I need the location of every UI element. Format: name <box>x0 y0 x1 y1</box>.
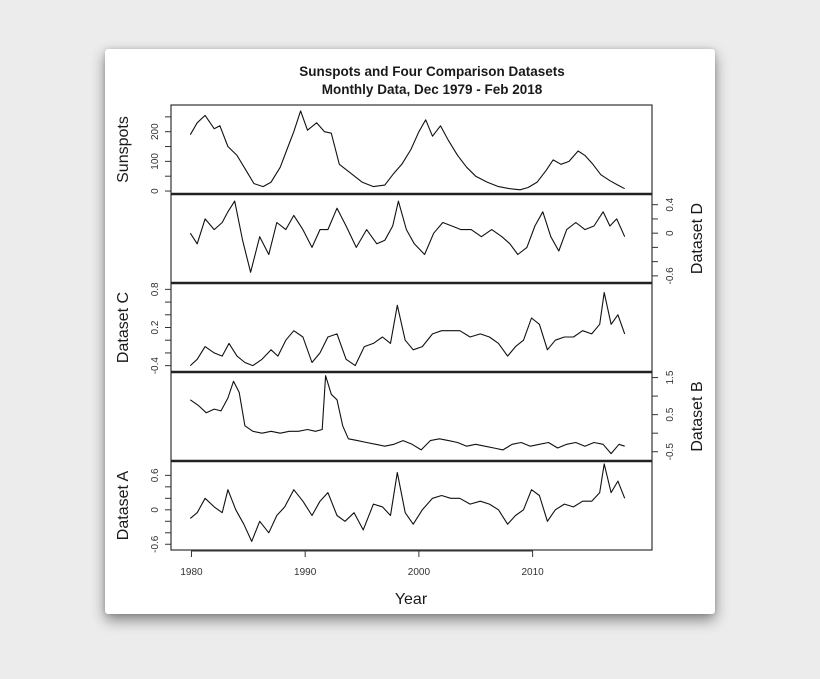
y-tick-label: -0.6 <box>665 267 676 285</box>
x-tick-label: 1990 <box>294 567 317 578</box>
y-tick-label: 1.5 <box>665 370 676 384</box>
x-tick-label: 2010 <box>521 567 544 578</box>
y-tick-label: 0.4 <box>665 197 676 211</box>
y-tick-label: 0.8 <box>150 282 161 296</box>
y-axis-title-sunspots: Sunspots <box>115 116 132 183</box>
y-tick-label: 0.6 <box>150 468 161 482</box>
chart-subtitle: Monthly Data, Dec 1979 - Feb 2018 <box>322 82 543 97</box>
x-tick-label: 1980 <box>180 567 203 578</box>
panel-sunspots: 0 100 200 Sunspots <box>115 110 625 194</box>
panel-dataset-c: -0.4 0.2 0.8 Dataset C <box>115 281 652 375</box>
y-tick-label: -0.6 <box>150 535 161 553</box>
y-tick-label: 0.5 <box>665 407 676 421</box>
x-axis: 1980 1990 2000 2010 <box>180 550 544 578</box>
series-line-dataset-a <box>189 463 626 542</box>
y-tick-label: -0.4 <box>150 357 161 375</box>
y-tick-label: 0 <box>150 507 161 513</box>
panel-dataset-d: -0.6 0 0.4 Dataset D <box>171 192 706 285</box>
series-line-dataset-c <box>189 291 626 367</box>
y-tick-label: 0 <box>665 230 676 236</box>
series-line-dataset-b <box>189 375 625 455</box>
panel-dataset-a: -0.6 0 0.6 Dataset A <box>115 459 652 553</box>
x-axis-title: Year <box>395 591 428 608</box>
y-tick-label: 100 <box>150 153 161 170</box>
y-tick-label: 0.2 <box>150 320 161 334</box>
plot-frame <box>170 104 653 551</box>
panel-dataset-b: -0.5 0.5 1.5 Dataset B <box>171 370 706 460</box>
chart-title: Sunspots and Four Comparison Datasets <box>299 64 565 79</box>
y-axis-title-dataset-a: Dataset A <box>115 470 132 540</box>
x-tick-label: 2000 <box>408 567 431 578</box>
y-axis-title-dataset-d: Dataset D <box>689 203 706 274</box>
y-tick-label: 0 <box>150 188 161 194</box>
series-line-dataset-d <box>189 200 626 273</box>
y-axis-title-dataset-c: Dataset C <box>115 292 132 363</box>
y-tick-label: 200 <box>150 123 161 140</box>
y-axis-title-dataset-b: Dataset B <box>689 381 706 451</box>
y-tick-label: -0.5 <box>665 443 676 461</box>
panels-group: 0 100 200 Sunspots -0.6 0 0.4 Dataset D -0.4 0.2 0… <box>115 104 706 553</box>
series-line-sunspots <box>189 110 625 191</box>
